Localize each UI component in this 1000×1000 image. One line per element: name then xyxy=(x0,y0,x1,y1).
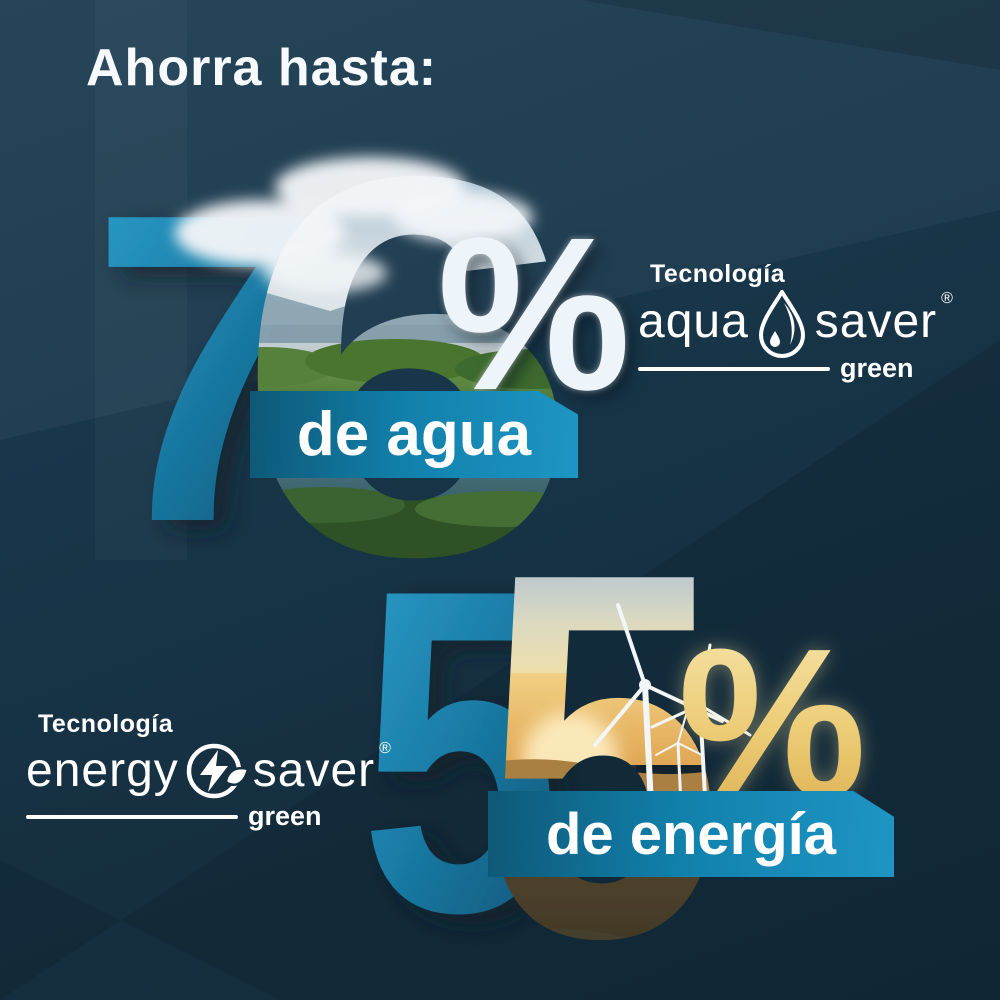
energy-banner-label: de energía xyxy=(545,801,837,867)
energy-logo-registered-mark: ® xyxy=(379,740,391,757)
leaf-shape xyxy=(783,303,795,345)
energy-logo-brand-row: energy saver ® xyxy=(26,739,391,803)
aqua-logo-brand-row: aqua saver ® xyxy=(638,289,953,358)
aqua-logo-tagline: green xyxy=(840,353,914,383)
page-title: Ahorra hasta: xyxy=(86,39,438,97)
energy-banner: de energía xyxy=(488,791,894,877)
inner-drop-shape xyxy=(769,331,780,347)
aqua-logo-word-right: saver xyxy=(814,295,938,348)
aqua-logo-sub-row: green xyxy=(638,355,950,382)
cloud-overflow xyxy=(175,157,533,293)
wind-turbines xyxy=(593,603,752,848)
aqua-logo-registered-mark: ® xyxy=(941,290,953,307)
water-drop-icon xyxy=(758,290,805,358)
water-banner-label: de agua xyxy=(296,400,532,469)
water-percent-sign: % xyxy=(437,193,631,436)
energy-logo-eyebrow: Tecnología xyxy=(38,710,174,738)
energy-logo-word-right: saver xyxy=(252,744,376,797)
aqua-logo-eyebrow: Tecnología xyxy=(650,260,786,288)
energy-logo-word-left: energy xyxy=(26,744,179,797)
lightning-bolt-shape xyxy=(199,750,228,792)
energy-logo-sub-row: green xyxy=(26,803,356,830)
energy-saver-logo: Tecnología energy saver ® green xyxy=(26,710,391,830)
logo-underline xyxy=(26,814,238,819)
logo-underline xyxy=(638,366,830,371)
water-banner: de agua xyxy=(250,391,578,478)
energy-bolt-leaf-icon xyxy=(186,743,250,799)
energy-logo-tagline: green xyxy=(248,801,322,831)
water-digit-6-photo: 6 xyxy=(175,135,580,625)
leaf-shape xyxy=(224,766,250,786)
aqua-saver-logo: Tecnología aqua saver ® green xyxy=(638,260,953,382)
aqua-logo-word-left: aqua xyxy=(638,295,749,348)
